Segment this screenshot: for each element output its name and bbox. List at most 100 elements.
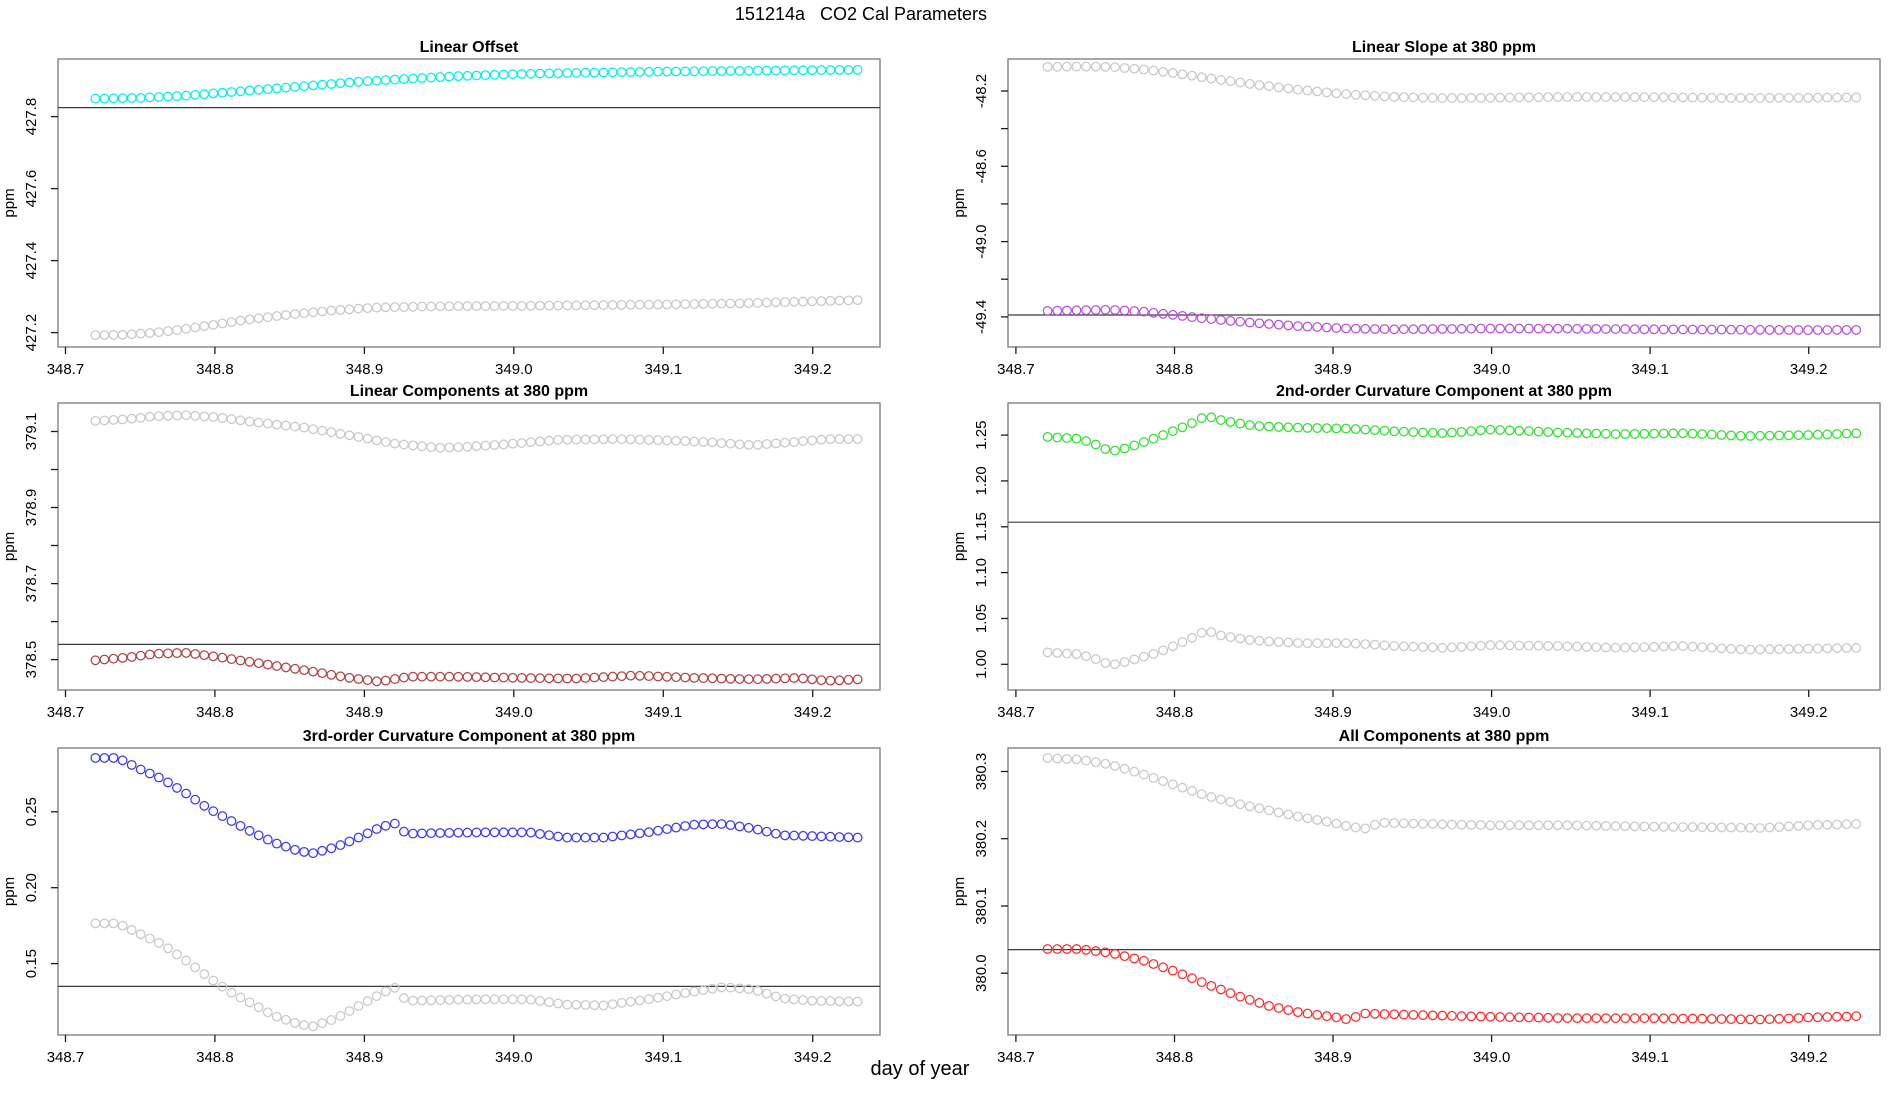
- svg-text:348.7: 348.7: [47, 361, 85, 378]
- plot-box: [57, 402, 881, 691]
- svg-text:1.00: 1.00: [973, 650, 990, 679]
- series-blue: [90, 752, 863, 859]
- svg-text:-48.6: -48.6: [973, 149, 990, 183]
- svg-text:1.15: 1.15: [973, 512, 990, 541]
- svg-text:348.7: 348.7: [997, 704, 1035, 721]
- svg-text:427.2: 427.2: [23, 314, 40, 352]
- svg-text:378.7: 378.7: [23, 565, 40, 603]
- x-axis: 348.7 348.8 348.9 349.0 349.1 349.2: [997, 690, 1827, 721]
- svg-text:349.0: 349.0: [1473, 704, 1511, 721]
- series-gray: [1042, 61, 1862, 104]
- panel-title: Linear Components at 380 ppm: [350, 383, 588, 400]
- series-gray: [90, 410, 863, 453]
- x-axis-label: day of year: [870, 1058, 970, 1080]
- svg-text:349.0: 349.0: [495, 704, 533, 721]
- panel-linear-components: Linear Components at 380 ppm 378.5 378.7 37…: [1, 383, 881, 721]
- panel-all-components: All Components at 380 ppm 380.0 380.1 380.2…: [951, 728, 1881, 1066]
- svg-text:-49.4: -49.4: [973, 300, 990, 334]
- svg-text:349.2: 349.2: [794, 1049, 832, 1066]
- x-axis: 348.7 348.8 348.9 349.0 349.1 349.2: [47, 1035, 832, 1066]
- x-axis: 348.7 348.8 348.9 349.0 349.1 349.2: [997, 347, 1827, 378]
- x-axis: 348.7 348.8 348.9 349.0 349.1 349.2: [47, 347, 832, 378]
- series-cyan: [90, 64, 863, 104]
- panel-linear-offset: Linear Offset 427.2 427.4 427.6 427.8 ppm 348.…: [1, 39, 881, 378]
- x-axis: 348.7 348.8 348.9 349.0 349.1 349.2: [47, 690, 832, 721]
- x-axis: 348.7 348.8 348.9 349.0 349.1 349.2: [997, 1035, 1827, 1066]
- svg-text:349.2: 349.2: [794, 704, 832, 721]
- y-axis: 380.0 380.1 380.2 380.3 ppm: [951, 753, 1008, 992]
- svg-text:349.0: 349.0: [495, 361, 533, 378]
- series-gray: [90, 295, 863, 341]
- svg-text:348.8: 348.8: [1156, 361, 1194, 378]
- y-axis: 378.5 378.7 378.9 379.1 ppm: [1, 413, 58, 679]
- svg-text:349.2: 349.2: [1790, 704, 1828, 721]
- svg-text:348.8: 348.8: [1156, 704, 1194, 721]
- svg-text:348.9: 348.9: [346, 704, 384, 721]
- svg-text:349.2: 349.2: [1790, 1049, 1828, 1066]
- svg-text:378.9: 378.9: [23, 489, 40, 527]
- panel-title: All Components at 380 ppm: [1339, 728, 1550, 745]
- series-red: [1042, 944, 1862, 1025]
- svg-text:379.1: 379.1: [23, 413, 40, 451]
- svg-text:1.25: 1.25: [973, 420, 990, 449]
- svg-text:1.20: 1.20: [973, 466, 990, 495]
- svg-text:348.9: 348.9: [346, 1049, 384, 1066]
- svg-text:348.8: 348.8: [196, 704, 234, 721]
- panel-title: Linear Offset: [420, 39, 519, 56]
- series-brown: [90, 647, 863, 687]
- y-axis: -49.4 -49.0 -48.6 -48.2 ppm: [951, 74, 1008, 334]
- svg-text:0.25: 0.25: [23, 797, 40, 826]
- svg-text:349.1: 349.1: [645, 704, 683, 721]
- svg-text:349.1: 349.1: [645, 1049, 683, 1066]
- y-axis-unit: ppm: [951, 877, 968, 906]
- y-axis-unit: ppm: [1, 188, 18, 217]
- svg-text:349.0: 349.0: [495, 1049, 533, 1066]
- plot-box: [1007, 58, 1881, 348]
- y-axis-unit: ppm: [951, 532, 968, 561]
- panel-third-order-curvature: 3rd-order Curvature Component at 380 ppm…: [1, 728, 881, 1066]
- svg-text:348.7: 348.7: [997, 361, 1035, 378]
- series-green: [1042, 412, 1862, 456]
- y-axis: 427.2 427.4 427.6 427.8 ppm: [1, 98, 58, 352]
- y-axis-unit: ppm: [1, 877, 18, 906]
- panel-title: 3rd-order Curvature Component at 380 ppm: [303, 728, 636, 745]
- svg-text:348.7: 348.7: [997, 1049, 1035, 1066]
- svg-text:349.1: 349.1: [645, 361, 683, 378]
- svg-text:349.1: 349.1: [1631, 704, 1669, 721]
- svg-text:348.7: 348.7: [47, 704, 85, 721]
- svg-text:349.0: 349.0: [1473, 361, 1511, 378]
- svg-text:427.8: 427.8: [23, 98, 40, 136]
- svg-text:427.6: 427.6: [23, 170, 40, 208]
- svg-text:349.1: 349.1: [1631, 1049, 1669, 1066]
- plot-box: [57, 58, 881, 348]
- svg-text:349.2: 349.2: [794, 361, 832, 378]
- svg-text:380.0: 380.0: [973, 954, 990, 992]
- svg-text:1.10: 1.10: [973, 558, 990, 587]
- svg-text:349.0: 349.0: [1473, 1049, 1511, 1066]
- figure-title: 151214a CO2 Cal Parameters: [734, 4, 988, 24]
- series-gray: [90, 918, 863, 1032]
- svg-text:0.15: 0.15: [23, 949, 40, 978]
- svg-text:348.9: 348.9: [346, 361, 384, 378]
- svg-text:-48.2: -48.2: [973, 74, 990, 108]
- svg-text:1.05: 1.05: [973, 604, 990, 633]
- plot-box: [1007, 747, 1881, 1036]
- panel-title: 2nd-order Curvature Component at 380 ppm: [1276, 383, 1612, 400]
- series-gray: [1042, 627, 1862, 670]
- svg-text:380.1: 380.1: [973, 887, 990, 925]
- svg-text:348.9: 348.9: [1314, 1049, 1352, 1066]
- y-axis-unit: ppm: [951, 188, 968, 217]
- series-gray: [1042, 753, 1862, 834]
- panel-title: Linear Slope at 380 ppm: [1352, 39, 1536, 56]
- y-axis: 1.00 1.05 1.10 1.15 1.20 1.25 ppm: [951, 420, 1008, 679]
- y-axis: 0.15 0.20 0.25 ppm: [1, 797, 58, 978]
- svg-text:349.2: 349.2: [1790, 361, 1828, 378]
- panel-linear-slope: Linear Slope at 380 ppm-49.4-49.0-48.6-4…: [951, 39, 1881, 378]
- svg-text:348.9: 348.9: [1314, 361, 1352, 378]
- svg-text:380.2: 380.2: [973, 820, 990, 858]
- svg-text:378.5: 378.5: [23, 641, 40, 679]
- svg-text:427.4: 427.4: [23, 242, 40, 280]
- panel-second-order-curvature: 2nd-order Curvature Component at 380 ppm…: [951, 383, 1881, 721]
